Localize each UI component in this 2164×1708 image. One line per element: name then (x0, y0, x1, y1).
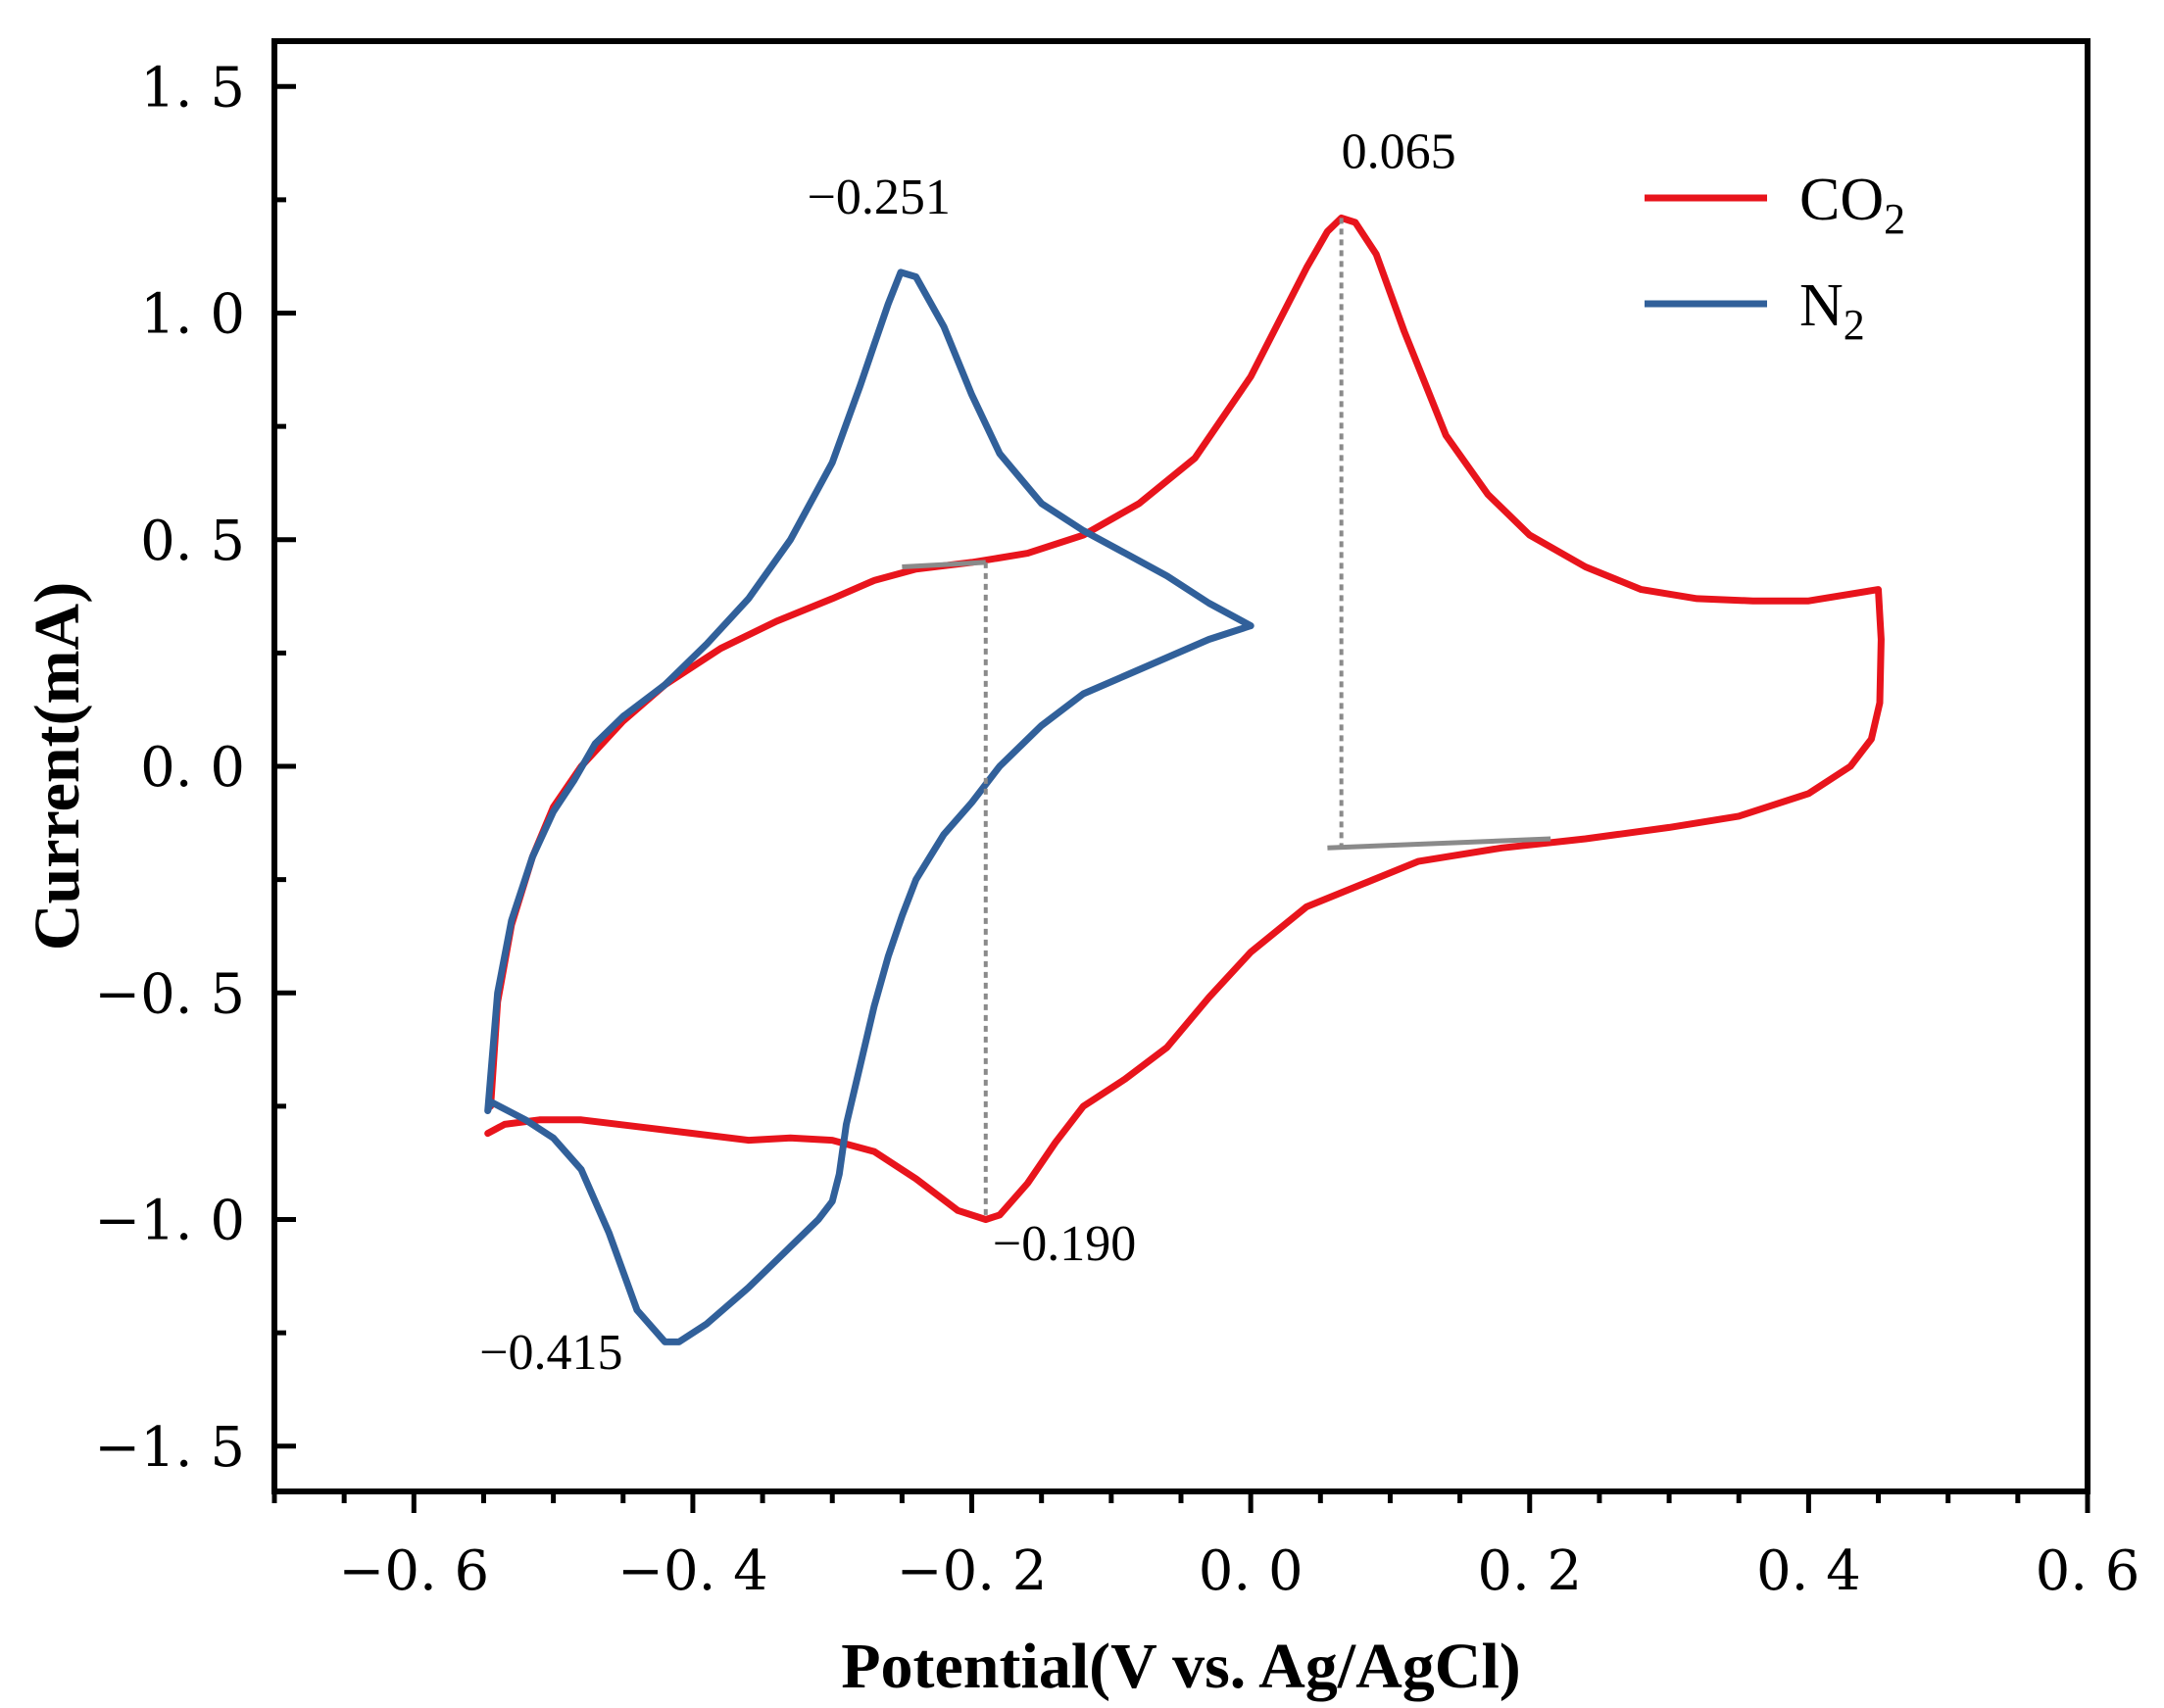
x-tick-label: −0. 2 (897, 1539, 1048, 1603)
axis-tick-labels: −0. 6 −0. 4 −0. 2 0. 0 0. 2 0. 4 0. 6 1. 5 1. 0 0… (94, 56, 2139, 1603)
y-tick-label: 1. 5 (140, 56, 245, 120)
y-tick-label: 0. 0 (140, 736, 245, 800)
legend-label-co2: CO2 (1799, 167, 1905, 243)
peak-annotation: −0.251 (808, 170, 951, 225)
x-tick-label: −0. 4 (617, 1539, 768, 1603)
legend-label-n2: N2 (1799, 272, 1865, 349)
series-line-co2 (484, 214, 1885, 1223)
y-axis-title: Current(mA) (22, 582, 93, 951)
peak-annotation: −0.415 (479, 1325, 622, 1381)
y-tick-label: −0. 5 (94, 962, 245, 1026)
x-tick-label: 0. 4 (1756, 1539, 1861, 1603)
y-tick-label: −1. 0 (94, 1190, 245, 1253)
x-tick-label: −0. 6 (338, 1539, 489, 1603)
peak-baseline (1327, 836, 1551, 851)
y-tick-label: 0. 5 (140, 510, 245, 573)
legend-subscript: 2 (1884, 195, 1905, 243)
guide-lines-layer (902, 218, 1551, 1220)
curves-layer (484, 214, 1885, 1345)
x-tick-label: 0. 0 (1199, 1539, 1303, 1603)
peak-annotation: −0.190 (993, 1216, 1136, 1272)
peak-annotations: 0.065 −0.251 −0.190 −0.415 (479, 124, 1455, 1382)
y-tick-label: 1. 0 (140, 283, 245, 347)
legend: CO2 N2 (1645, 167, 1905, 349)
x-tick-label: 0. 2 (1477, 1539, 1582, 1603)
peak-annotation: 0.065 (1342, 124, 1456, 180)
x-tick-label: 0. 6 (2036, 1539, 2140, 1603)
axis-ticks (271, 83, 2090, 1513)
x-axis-title: Potential(V vs. Ag/AgCl) (841, 1631, 1521, 1702)
series-line-n2 (484, 268, 1254, 1345)
y-tick-label: −1. 5 (94, 1416, 245, 1480)
plot-frame (271, 38, 2090, 1494)
peak-baseline (902, 560, 986, 569)
legend-subscript: 2 (1844, 301, 1865, 349)
